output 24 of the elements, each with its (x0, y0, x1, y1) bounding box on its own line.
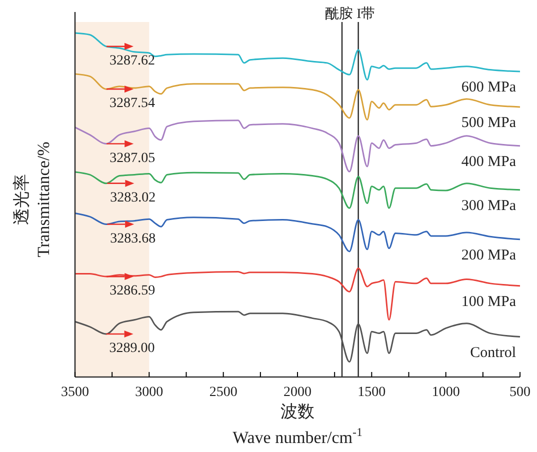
x-tick-label: 2000 (284, 384, 312, 400)
series-label: 600 MPa (461, 80, 516, 96)
x-tick-label: 2500 (209, 384, 238, 400)
annotation: 3286.59 (110, 284, 156, 299)
text: 酰胺 I带 (325, 6, 376, 22)
annotation: 3287.05 (110, 150, 156, 166)
x-tick-label: 1000 (432, 384, 460, 400)
annotation: 3287.62 (110, 53, 156, 68)
y-axis-title: 透光率 Transmittance/% (12, 142, 53, 258)
x-tick-label: 500 (510, 384, 530, 400)
series-label: 500 MPa (461, 114, 516, 131)
annotation: 3287.54 (110, 96, 156, 112)
x-tick-label: 3500 (61, 384, 89, 400)
annotation: 3283.02 (110, 190, 156, 206)
annotation: 3289.00 (109, 341, 155, 356)
series-label: 400 MPa (461, 154, 516, 170)
series-label: 100 MPa (461, 294, 516, 310)
x-tick-label: 3000 (135, 384, 164, 400)
x-axis-title: 波数 Wave number/cm$^{-1}$ (232, 402, 362, 447)
annotation: 3283.68 (110, 231, 156, 246)
series-label: 300 MPa (461, 198, 516, 214)
series-label: Control (470, 344, 516, 361)
x-tick-label: 1500 (358, 384, 386, 400)
series-label: 200 MPa (461, 247, 516, 264)
